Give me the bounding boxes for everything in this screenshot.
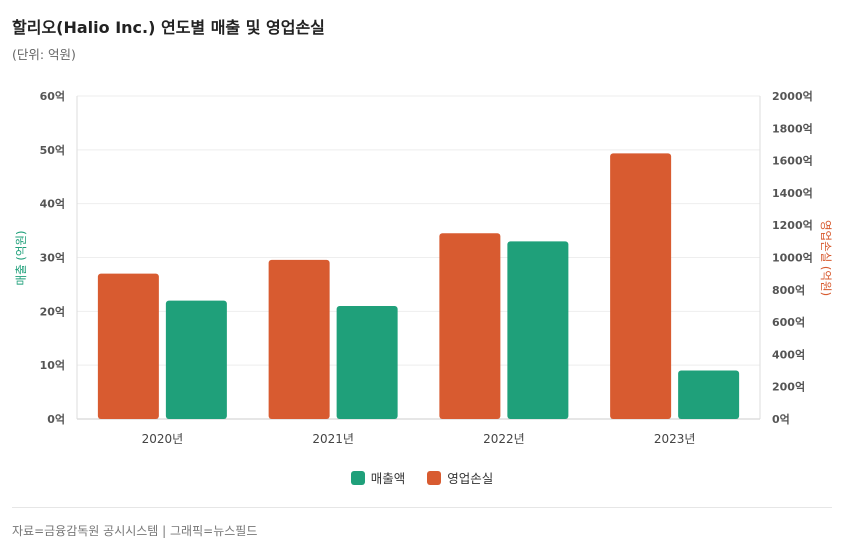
bar-loss bbox=[439, 233, 501, 419]
left-tick-label: 0억 bbox=[47, 413, 65, 426]
right-tick-label: 1000억 bbox=[772, 252, 813, 265]
right-tick-label: 1400억 bbox=[772, 187, 813, 200]
right-tick-label: 400억 bbox=[772, 348, 805, 361]
bar-loss bbox=[268, 259, 330, 419]
x-tick-label: 2020년 bbox=[142, 432, 184, 446]
bar-revenue bbox=[165, 300, 227, 419]
left-tick-label: 10억 bbox=[40, 359, 65, 372]
right-tick-label: 2000억 bbox=[772, 90, 813, 103]
legend-swatch bbox=[427, 470, 442, 485]
divider bbox=[12, 507, 832, 508]
x-tick-label: 2023년 bbox=[654, 432, 696, 446]
left-tick-label: 50억 bbox=[40, 144, 65, 157]
left-tick-label: 30억 bbox=[40, 252, 65, 265]
legend-item-revenue[interactable]: 매출액 bbox=[350, 468, 406, 487]
legend-item-loss[interactable]: 영업손실 bbox=[427, 468, 493, 487]
left-tick-label: 20억 bbox=[40, 305, 65, 318]
right-tick-label: 800억 bbox=[772, 284, 805, 297]
bar-chart: 0억 10억 20억 30억 40억 50억 60억 0억 200억 400억 600억 800억 10… bbox=[14, 90, 833, 446]
right-tick-label: 600억 bbox=[772, 316, 805, 329]
right-tick-label: 1600억 bbox=[772, 155, 813, 168]
bar-loss bbox=[610, 153, 672, 419]
legend-swatch bbox=[350, 470, 365, 485]
chart-subtitle: (단위: 억원) bbox=[12, 47, 76, 62]
x-tick-label: 2021년 bbox=[312, 432, 354, 446]
chart-title: 할리오(Halio Inc.) 연도별 매출 및 영업손실 bbox=[12, 18, 325, 37]
bar-revenue bbox=[678, 370, 740, 419]
source-note: 자료=금융감독원 공시시스템 | 그래픽=뉴스필드 bbox=[12, 524, 258, 538]
x-tick-label: 2022년 bbox=[483, 432, 525, 446]
legend-label: 영업손실 bbox=[447, 471, 494, 486]
legend: 매출액 영업손실 bbox=[0, 468, 844, 487]
bar-revenue bbox=[336, 305, 398, 419]
right-tick-label: 200억 bbox=[772, 381, 805, 394]
right-tick-label: 1800억 bbox=[772, 122, 813, 135]
right-tick-label: 1200억 bbox=[772, 219, 813, 232]
left-tick-label: 60억 bbox=[40, 90, 65, 103]
legend-label: 매출액 bbox=[370, 471, 406, 486]
left-tick-label: 40억 bbox=[40, 198, 65, 211]
right-tick-label: 0억 bbox=[772, 413, 790, 426]
right-axis-title: 영업손실 (억원) bbox=[819, 220, 833, 296]
left-axis-title: 매출 (억원) bbox=[14, 231, 28, 286]
bar-loss bbox=[97, 273, 159, 419]
bar-revenue bbox=[507, 241, 569, 419]
